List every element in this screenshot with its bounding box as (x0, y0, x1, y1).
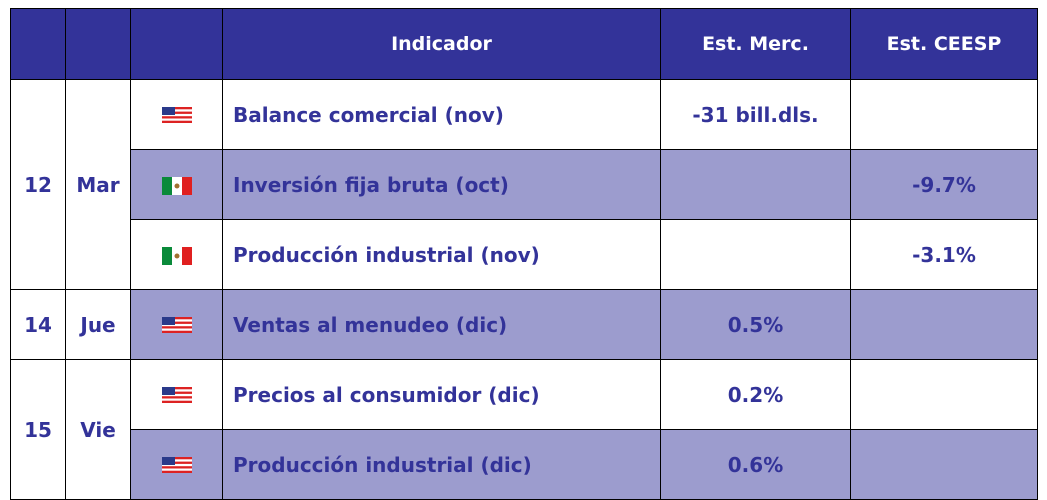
est-ceesp (850, 429, 1038, 500)
day: 15 (10, 359, 66, 500)
flag-mx (161, 247, 192, 265)
est-ceesp (850, 359, 1038, 430)
est-ceesp (850, 289, 1038, 360)
indicador: Producción industrial (nov) (222, 219, 661, 290)
day: 12 (10, 79, 66, 290)
est-ceesp (850, 79, 1038, 150)
flag-us (161, 387, 192, 403)
indicador: Balance comercial (nov) (222, 79, 661, 150)
row: Inversión fija bruta (oct) -9.7% (11, 149, 1038, 220)
est-merc: 0.2% (660, 359, 851, 430)
flag (130, 289, 223, 360)
calendar-table: Indicador Est. Merc. Est. CEESP 12 Mar B… (10, 8, 1038, 500)
header-cell: Est. Merc. (660, 8, 851, 80)
header-row: Indicador Est. Merc. Est. CEESP (10, 8, 1038, 80)
day: 14 (10, 289, 66, 360)
flag-us (161, 107, 192, 123)
flag (130, 429, 223, 500)
indicador: Ventas al menudeo (dic) (222, 289, 661, 360)
row: Producción industrial (nov) -3.1% (11, 219, 1038, 290)
row: 12 Mar Balance comercial (nov) -31 bill.… (10, 79, 1038, 290)
flag (130, 79, 223, 150)
month: Vie (65, 359, 131, 500)
est-merc (660, 219, 851, 290)
header-cell (130, 8, 223, 80)
indicador: Inversión fija bruta (oct) (222, 149, 661, 220)
month: Mar (65, 79, 131, 290)
est-ceesp: -3.1% (850, 219, 1038, 290)
flag (130, 219, 223, 290)
indicador: Producción industrial (dic) (222, 429, 661, 500)
row: 15 Vie Precios al consumidor (dic) 0.2% (10, 359, 1038, 500)
est-ceesp: -9.7% (850, 149, 1038, 220)
flag (130, 149, 223, 220)
header-cell: Est. CEESP (850, 8, 1038, 80)
est-merc (660, 149, 851, 220)
header-cell: Indicador (222, 8, 661, 80)
indicador: Precios al consumidor (dic) (222, 359, 661, 430)
header-cell (10, 8, 66, 80)
est-merc: -31 bill.dls. (660, 79, 851, 150)
row: Producción industrial (dic) 0.6% (11, 429, 1038, 500)
est-merc: 0.5% (660, 289, 851, 360)
flag-mx (161, 177, 192, 195)
flag-us (161, 457, 192, 473)
row: 14 Jue Ventas al menudeo (dic) 0.5% (10, 289, 1038, 360)
month: Jue (65, 289, 131, 360)
est-merc: 0.6% (660, 429, 851, 500)
header-cell (65, 8, 131, 80)
flag-us (161, 317, 192, 333)
flag (130, 359, 223, 430)
